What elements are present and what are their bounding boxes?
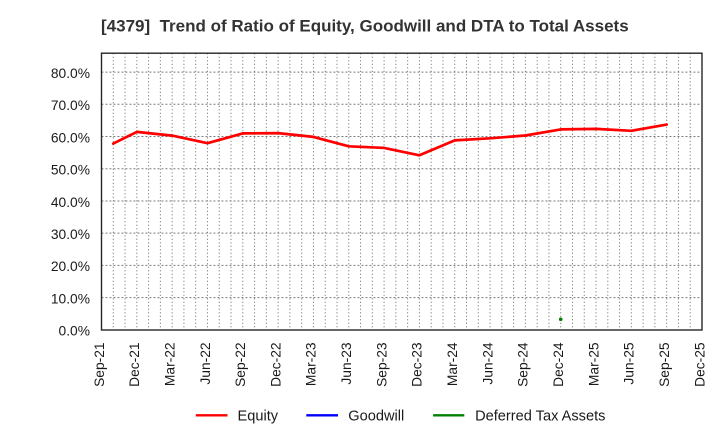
svg-text:30.0%: 30.0% — [51, 227, 90, 242]
svg-text:0.0%: 0.0% — [59, 324, 90, 339]
svg-text:Dec-22: Dec-22 — [268, 342, 283, 386]
svg-text:Sep-25: Sep-25 — [657, 342, 672, 387]
svg-text:Sep-23: Sep-23 — [374, 342, 389, 387]
svg-text:Mar-23: Mar-23 — [304, 342, 319, 386]
svg-text:Dec-25: Dec-25 — [692, 342, 707, 387]
svg-text:70.0%: 70.0% — [51, 98, 90, 113]
svg-text:Mar-22: Mar-22 — [162, 342, 177, 386]
svg-text:Sep-21: Sep-21 — [92, 342, 107, 387]
svg-text:50.0%: 50.0% — [51, 163, 90, 178]
svg-text:Dec-21: Dec-21 — [127, 342, 142, 386]
svg-text:10.0%: 10.0% — [51, 291, 90, 306]
svg-text:Sep-24: Sep-24 — [516, 342, 531, 387]
svg-text:Mar-24: Mar-24 — [445, 342, 460, 386]
svg-text:[4379] Trend of Ratio of Equi: [4379] Trend of Ratio of Equity, Goodwil… — [101, 17, 629, 36]
svg-text:60.0%: 60.0% — [51, 130, 90, 145]
svg-text:20.0%: 20.0% — [51, 259, 90, 274]
svg-text:Jun-23: Jun-23 — [339, 342, 354, 385]
svg-text:40.0%: 40.0% — [51, 195, 90, 210]
svg-text:Goodwill: Goodwill — [348, 409, 404, 425]
svg-text:Dec-24: Dec-24 — [551, 342, 566, 387]
svg-text:Dec-23: Dec-23 — [410, 342, 425, 387]
svg-text:Jun-24: Jun-24 — [480, 342, 495, 385]
svg-text:Deferred Tax Assets: Deferred Tax Assets — [475, 409, 605, 425]
svg-text:Sep-22: Sep-22 — [233, 342, 248, 387]
svg-text:Mar-25: Mar-25 — [586, 342, 601, 386]
svg-text:Equity: Equity — [238, 409, 279, 425]
svg-text:Jun-25: Jun-25 — [622, 342, 637, 385]
svg-text:Jun-22: Jun-22 — [198, 342, 213, 384]
svg-text:80.0%: 80.0% — [51, 66, 90, 81]
